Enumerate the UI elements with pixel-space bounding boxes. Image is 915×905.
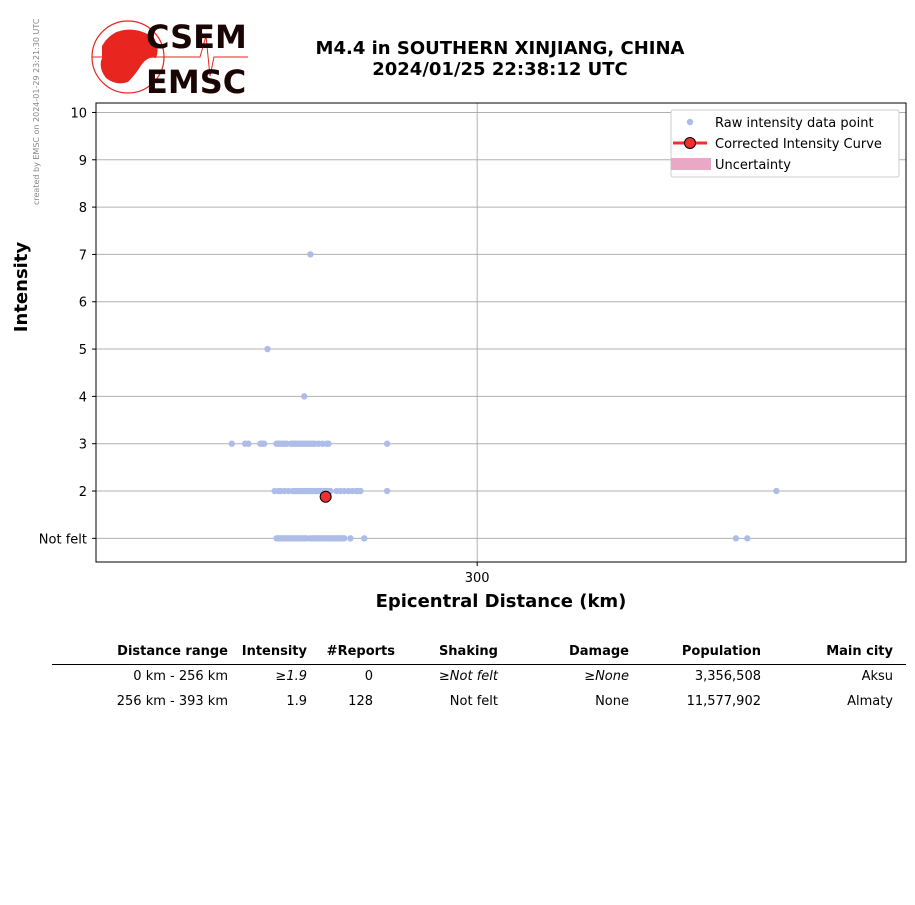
raw-data-point bbox=[744, 535, 751, 542]
corrected-intensity-point bbox=[319, 490, 332, 503]
y-tick-label: 8 bbox=[79, 201, 87, 216]
title-line-2: 2024/01/25 22:38:12 UTC bbox=[372, 59, 628, 80]
header-intensity: Intensity bbox=[241, 644, 307, 659]
chart-title: M4.4 in SOUTHERN XINJIANG, CHINA 2024/01… bbox=[270, 38, 730, 80]
row-shaking: Not felt bbox=[449, 694, 498, 709]
y-axis-label: Intensity bbox=[11, 242, 32, 333]
y-tick-label: 9 bbox=[79, 154, 87, 169]
row-intensity: ≥1.9 bbox=[275, 669, 307, 684]
row-distance: 0 km - 256 km bbox=[133, 669, 228, 684]
raw-data-point bbox=[228, 440, 235, 447]
y-tick-label: 4 bbox=[79, 390, 87, 405]
y-tick-label: 10 bbox=[70, 106, 87, 121]
row-damage: ≥None bbox=[584, 669, 629, 684]
legend-curve-label: Corrected Intensity Curve bbox=[715, 137, 882, 152]
logo-top-text: CSEM bbox=[146, 18, 247, 56]
y-tick-label: 2 bbox=[79, 485, 87, 500]
logo-bottom-text: EMSC bbox=[146, 63, 246, 98]
y-tick-label: 5 bbox=[79, 343, 87, 358]
plot-frame bbox=[95, 102, 907, 563]
raw-data-point bbox=[347, 535, 354, 542]
raw-data-point bbox=[773, 487, 780, 495]
raw-data-point bbox=[361, 535, 368, 542]
legend-raw-label: Raw intensity data point bbox=[715, 116, 874, 131]
header-population: Population bbox=[681, 644, 761, 659]
y-tick-label: 7 bbox=[79, 248, 87, 263]
legend: Raw intensity data point Corrected Inten… bbox=[670, 109, 900, 178]
raw-data-point bbox=[301, 393, 308, 400]
row-reports: 128 bbox=[348, 694, 373, 709]
axis-ticks: Not felt 2 3 4 5 6 7 8 9 10 300 bbox=[39, 106, 490, 586]
row-population: 3,356,508 bbox=[694, 669, 761, 684]
row-main-city: Aksu bbox=[861, 669, 893, 684]
row-damage: None bbox=[595, 694, 629, 709]
legend-raw-marker bbox=[686, 118, 694, 126]
raw-data-point bbox=[383, 440, 391, 447]
table-row: 0 km - 256 km ≥1.9 0 ≥Not felt ≥None 3,3… bbox=[52, 665, 906, 690]
header-shaking: Shaking bbox=[438, 644, 498, 659]
y-tick-label: Not felt bbox=[39, 532, 87, 547]
row-population: 11,577,902 bbox=[686, 694, 761, 709]
header-main-city: Main city bbox=[826, 644, 893, 659]
legend-curve-marker bbox=[684, 137, 696, 149]
x-axis-label: Epicentral Distance (km) bbox=[376, 591, 627, 612]
y-tick-label: 3 bbox=[79, 438, 87, 453]
raw-data-point bbox=[357, 487, 364, 495]
raw-data-point bbox=[264, 345, 271, 353]
legend-box bbox=[670, 109, 900, 178]
legend-uncertainty-label: Uncertainty bbox=[715, 158, 791, 173]
header-distance: Distance range bbox=[117, 644, 228, 659]
intensity-table: Distance range Intensity #Reports Shakin… bbox=[52, 640, 906, 715]
table-header: Distance range Intensity #Reports Shakin… bbox=[52, 640, 906, 665]
header-damage: Damage bbox=[568, 644, 629, 659]
raw-data-point bbox=[325, 440, 332, 447]
table-row: 256 km - 393 km 1.9 128 Not felt None 11… bbox=[52, 690, 906, 715]
raw-data-point bbox=[260, 440, 268, 447]
intensity-chart: Not felt 2 3 4 5 6 7 8 9 10 300 Epicentral Distanc… bbox=[11, 102, 907, 612]
raw-data-point bbox=[307, 251, 314, 258]
row-reports: 0 bbox=[364, 669, 373, 684]
raw-data-point bbox=[383, 487, 391, 495]
raw-data-point bbox=[245, 440, 252, 447]
raw-data-point bbox=[732, 535, 740, 542]
y-tick-label: 6 bbox=[79, 296, 87, 311]
title-line-1: M4.4 in SOUTHERN XINJIANG, CHINA bbox=[315, 38, 685, 59]
data-points bbox=[228, 251, 780, 542]
emsc-logo: CSEM EMSC bbox=[91, 18, 248, 98]
row-shaking: ≥Not felt bbox=[438, 669, 498, 684]
row-distance: 256 km - 393 km bbox=[116, 694, 228, 709]
row-intensity: 1.9 bbox=[286, 694, 307, 709]
header-reports: #Reports bbox=[326, 644, 395, 659]
x-tick-label: 300 bbox=[465, 571, 490, 586]
legend-uncertainty-patch bbox=[671, 158, 711, 170]
raw-data-point bbox=[341, 535, 348, 542]
row-main-city: Almaty bbox=[847, 694, 893, 709]
